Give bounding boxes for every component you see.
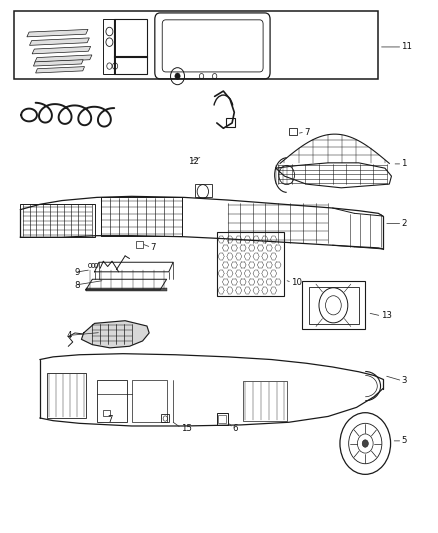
Polygon shape	[29, 38, 89, 45]
Bar	[195, 184, 212, 197]
Bar	[302, 281, 365, 329]
Text: 12: 12	[188, 157, 199, 166]
Text: 7: 7	[304, 127, 310, 136]
Text: 10: 10	[291, 278, 302, 287]
Text: 2: 2	[402, 219, 407, 228]
Text: 7: 7	[150, 243, 156, 252]
Bar	[46, 373, 86, 418]
Polygon shape	[81, 321, 149, 348]
Bar	[289, 128, 297, 135]
Text: 6: 6	[232, 424, 237, 433]
Polygon shape	[27, 29, 88, 37]
Bar	[114, 19, 147, 56]
Text: 7: 7	[108, 415, 113, 424]
Polygon shape	[32, 46, 91, 54]
Text: 4: 4	[66, 331, 72, 340]
Bar	[243, 381, 287, 421]
Circle shape	[175, 73, 180, 79]
Bar	[132, 380, 166, 422]
Polygon shape	[33, 60, 83, 66]
Text: 3: 3	[402, 376, 407, 385]
Circle shape	[362, 440, 368, 447]
Bar	[103, 19, 115, 74]
Bar	[217, 232, 285, 296]
Bar	[308, 287, 359, 324]
Text: 15: 15	[180, 424, 191, 433]
Bar	[101, 197, 182, 236]
Bar	[217, 413, 228, 425]
Text: 11: 11	[402, 43, 413, 52]
Text: 13: 13	[381, 311, 392, 320]
Bar	[14, 11, 378, 79]
Text: 8: 8	[74, 280, 80, 289]
Bar	[161, 414, 169, 422]
Bar	[97, 380, 127, 422]
Bar	[218, 415, 226, 423]
Text: 1: 1	[402, 159, 407, 168]
Polygon shape	[35, 55, 92, 62]
Bar	[114, 56, 147, 74]
Bar	[20, 204, 95, 237]
Text: 9: 9	[74, 268, 79, 277]
Bar	[136, 241, 143, 248]
Text: 5: 5	[402, 437, 407, 446]
Bar	[226, 118, 235, 127]
Bar	[103, 410, 110, 416]
Polygon shape	[35, 67, 85, 73]
Bar	[86, 288, 166, 292]
